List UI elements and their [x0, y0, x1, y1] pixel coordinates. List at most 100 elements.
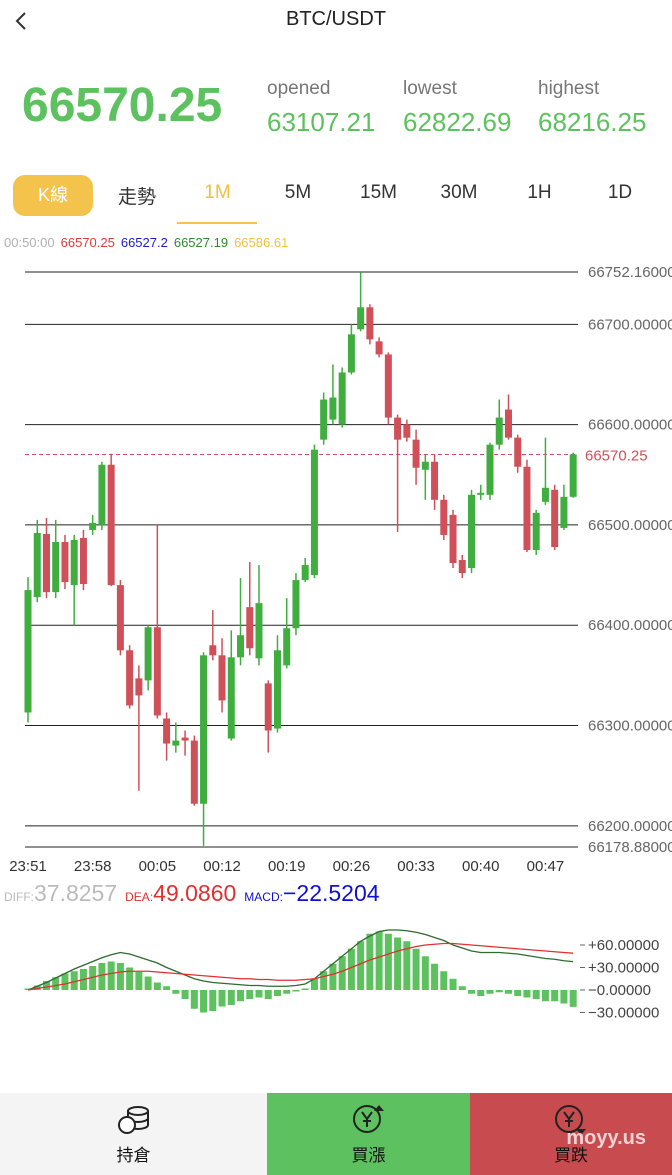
candle-body	[384, 354, 392, 418]
macd-bar	[24, 988, 32, 990]
tab-underline	[177, 222, 257, 224]
candle-body	[468, 494, 476, 569]
macd-bar	[523, 990, 531, 998]
y-tick-label: 66178.88000	[588, 839, 672, 856]
candle-body	[61, 541, 69, 583]
macd-bar	[172, 990, 180, 994]
macd-bar	[320, 971, 328, 990]
tab[interactable]: 1H	[527, 182, 552, 203]
tab[interactable]: 5M	[284, 182, 312, 203]
macd-bar	[347, 948, 355, 990]
tab[interactable]: 走勢	[117, 187, 156, 208]
icon	[352, 1105, 384, 1133]
macd-bar	[366, 933, 374, 990]
button-label: 買漲	[351, 1146, 386, 1165]
tab[interactable]: 15M	[360, 182, 397, 203]
macd-bar	[440, 971, 448, 990]
macd-bar	[163, 986, 171, 990]
macd-bar	[61, 973, 69, 990]
x-tick-label: 23:51	[9, 858, 47, 875]
tab[interactable]: 1M	[204, 182, 231, 203]
macd-bar	[375, 931, 383, 990]
candle-body	[560, 496, 568, 528]
buy-down-button[interactable]: 買跌	[470, 1093, 672, 1175]
candle-body	[523, 466, 531, 550]
button-label: 持倉	[116, 1146, 151, 1165]
macd-bar	[403, 941, 411, 990]
tab[interactable]: K線	[13, 175, 93, 216]
macd-bar	[89, 966, 97, 990]
candle-body	[153, 627, 161, 716]
x-tick-label: 00:26	[333, 858, 371, 875]
macd-bar	[421, 956, 429, 990]
stat-label: highest	[538, 78, 600, 99]
candle-body	[144, 627, 152, 681]
watermark: moyy.us	[566, 1127, 646, 1149]
macd-bar	[384, 933, 392, 990]
macd-line	[27, 929, 574, 991]
button-label: 買跌	[554, 1146, 588, 1165]
macd-bar	[310, 978, 318, 990]
macd-bar	[504, 990, 512, 994]
macd-bar	[486, 990, 494, 994]
macd-bar	[135, 972, 143, 990]
macd-bar	[283, 990, 291, 994]
candle-body	[375, 341, 383, 355]
x-tick-label: 00:12	[203, 858, 241, 875]
candle-body	[366, 307, 374, 340]
stat-label: lowest	[403, 78, 457, 99]
tab[interactable]: 1D	[607, 182, 633, 203]
chart: 66178.88000 66200.00000 66300.00000 66400.0…	[9, 264, 672, 1022]
candle-body	[163, 718, 171, 744]
candle-body	[116, 585, 124, 651]
macd-label: DIFF:	[4, 890, 34, 904]
macd-bar	[181, 990, 189, 999]
candle-body	[89, 522, 97, 530]
candle-body	[329, 397, 337, 420]
legend-item: 66570.25	[60, 235, 115, 250]
candle-body	[200, 655, 208, 804]
y-tick-label: +30.00000	[588, 960, 659, 977]
macd-value: 37.8257	[34, 880, 118, 906]
candle-body	[52, 541, 60, 593]
y-tick-label: −30.00000	[588, 1005, 659, 1022]
back-button[interactable]	[14, 11, 28, 31]
candle-body	[541, 487, 549, 502]
macd-label: DEA:	[125, 890, 154, 904]
macd-bar	[569, 990, 577, 1007]
candle-body	[477, 492, 485, 495]
macd-bar	[495, 990, 503, 993]
stat-value: 63107.21	[267, 107, 376, 137]
y-tick-label: 66700.00000	[588, 316, 672, 333]
candle-body	[273, 650, 281, 729]
icon	[555, 1105, 586, 1135]
macd-bar	[357, 941, 365, 990]
x-tick-label: 00:33	[397, 858, 435, 875]
page-title: BTC/USDT	[286, 8, 386, 30]
macd-bar	[144, 976, 152, 990]
macd-bar	[468, 990, 476, 994]
macd-bar	[107, 961, 115, 990]
stat-label: opened	[267, 78, 331, 99]
icon	[117, 1106, 149, 1134]
candle-body	[292, 580, 300, 629]
y-tick-label: 66752.16000	[588, 264, 672, 281]
candle-body	[347, 334, 355, 373]
x-tick-label: 00:40	[462, 858, 500, 875]
candle-body	[338, 372, 346, 425]
candle-body	[569, 454, 577, 497]
candle-body	[504, 409, 512, 438]
buy-up-button[interactable]: 買漲	[267, 1093, 470, 1175]
y-tick-label: 66400.00000	[588, 617, 672, 634]
candle-body	[209, 645, 217, 656]
footer: 持倉 買漲 買跌	[0, 1093, 672, 1175]
macd-bar	[42, 981, 50, 990]
candle-body	[126, 650, 134, 706]
stat-value: 68216.25	[538, 107, 647, 137]
macd-bar	[394, 937, 402, 990]
legend-item: 00:50:00	[4, 235, 55, 250]
tab[interactable]: 30M	[440, 182, 478, 203]
y-tick-label: 66200.00000	[588, 818, 672, 835]
position-button[interactable]: 持倉	[0, 1093, 267, 1175]
